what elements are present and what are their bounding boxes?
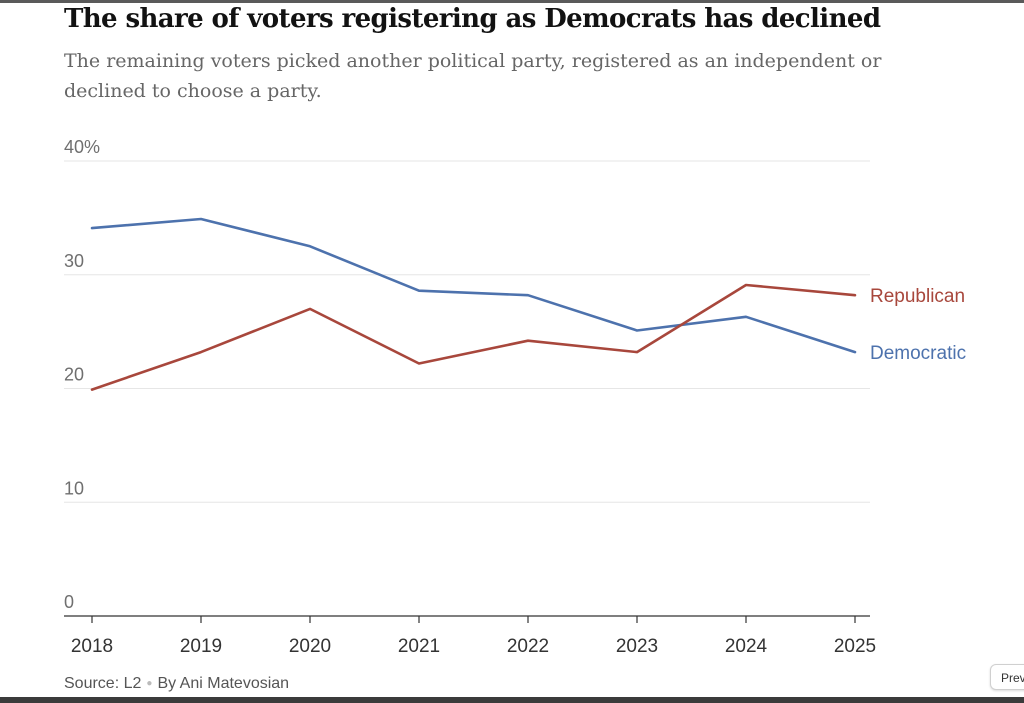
x-tick-label: 2018: [71, 636, 113, 657]
byline: By Ani Matevosian: [157, 675, 290, 692]
bottom-frame-border: [0, 697, 1024, 703]
y-tick-label: 40%: [64, 137, 100, 157]
y-axis-ticks: 0 10 20 30 40%: [64, 137, 100, 612]
x-tick-label: 2025: [834, 636, 876, 657]
preview-button[interactable]: Preview: [990, 664, 1024, 690]
series-line-republican: [90, 283, 857, 391]
y-tick-label: 20: [64, 365, 84, 385]
series-label-democratic: Democratic: [870, 343, 966, 364]
x-tick-label: 2023: [616, 636, 658, 657]
x-tick-label: 2020: [289, 636, 331, 657]
x-axis: 2018 2019 2020 2021 2022 2023 2024 2025: [64, 615, 876, 657]
x-tick-label: 2024: [725, 636, 768, 657]
x-tick-label: 2019: [180, 636, 222, 657]
chart-title: The share of voters registering as Democ…: [64, 4, 881, 34]
source-line: Source: L2 ● By Ani Matevosian: [64, 675, 289, 693]
y-tick-label: 0: [64, 592, 74, 612]
series-line-democratic: [90, 217, 857, 354]
x-tick-label: 2021: [398, 636, 440, 657]
y-tick-label: 10: [64, 478, 84, 498]
top-frame-border: [0, 0, 1024, 3]
y-tick-label: 30: [64, 251, 84, 271]
x-tick-label: 2022: [507, 636, 549, 657]
separator-dot: ●: [146, 678, 153, 689]
gridlines: [64, 160, 870, 503]
chart-subtitle: The remaining voters picked another poli…: [64, 50, 882, 102]
source-text: Source: L2: [64, 675, 142, 692]
series-labels: Democratic Republican: [870, 286, 966, 364]
series-lines: [90, 217, 857, 391]
series-label-republican: Republican: [870, 286, 965, 307]
